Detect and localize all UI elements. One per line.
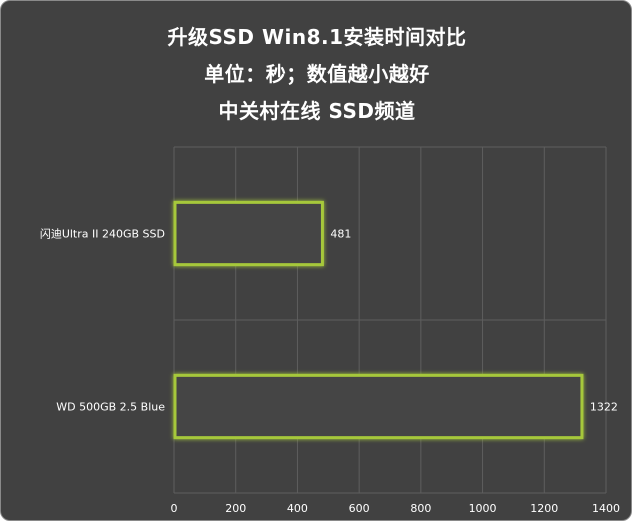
bar	[173, 200, 324, 267]
x-tick-label: 0	[171, 502, 178, 515]
x-tick-label: 200	[225, 502, 246, 515]
category-label: 闪迪Ultra II 240GB SSD	[40, 227, 165, 241]
x-tick-label: 800	[410, 502, 431, 515]
bar	[173, 373, 584, 440]
labels: 0 200 400 600 800 1000 1200 1400 闪迪Ultra II 240G…	[40, 227, 620, 516]
chart-title-line-2: 单位：秒；数值越小越好	[204, 62, 430, 86]
x-tick-label: 600	[349, 502, 370, 515]
x-tick-label: 1400	[592, 502, 620, 515]
x-tick-label: 1000	[469, 502, 497, 515]
chart-title-line-3: 中关村在线 SSD频道	[218, 99, 416, 123]
gridlines	[173, 146, 607, 494]
data-label: 481	[330, 228, 351, 241]
bars	[173, 200, 584, 440]
x-tick-label: 400	[287, 502, 308, 515]
x-tick-label: 1200	[530, 502, 558, 515]
category-label: WD 500GB 2.5 Blue	[56, 401, 165, 414]
data-label: 1322	[590, 401, 618, 414]
chart-title-line-1: 升级SSD Win8.1安装时间对比	[167, 25, 467, 49]
